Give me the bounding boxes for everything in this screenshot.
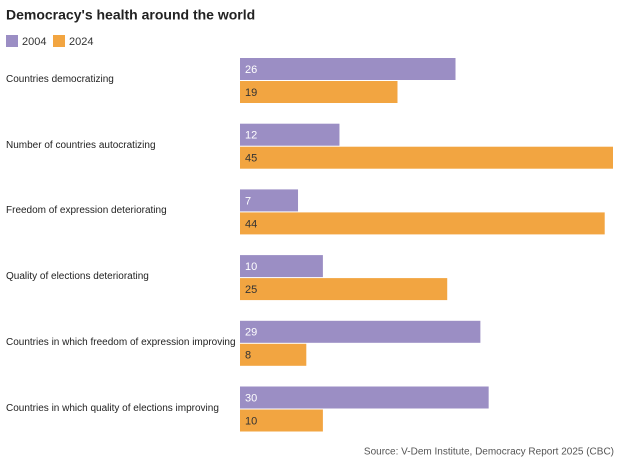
legend-label: 2024: [69, 36, 93, 48]
category-label: Countries democratizing: [6, 74, 114, 85]
value-label: 7: [245, 195, 251, 207]
value-label: 44: [245, 218, 257, 230]
bar: [240, 343, 307, 366]
value-label: 10: [245, 415, 257, 427]
value-label: 8: [245, 350, 251, 362]
category-label: Countries in which freedom of expression…: [6, 336, 236, 348]
bar: [240, 320, 481, 343]
legend-swatch: [6, 35, 18, 47]
bar: [240, 58, 456, 80]
legend-label: 2004: [22, 36, 46, 48]
bar: [240, 255, 323, 278]
bar: [240, 81, 398, 103]
legend-swatch: [53, 35, 65, 47]
value-label: 26: [245, 64, 257, 76]
bar: [240, 386, 489, 409]
category-label: Number of countries autocratizing: [6, 139, 156, 151]
value-label: 19: [245, 87, 257, 99]
category-label: Countries in which quality of elections …: [6, 402, 219, 414]
value-label: 45: [245, 153, 257, 165]
value-label: 12: [245, 130, 257, 142]
value-label: 10: [245, 261, 257, 273]
bar: [240, 189, 299, 212]
bar: [240, 123, 340, 146]
value-label: 29: [245, 327, 257, 339]
bar: [240, 278, 448, 301]
bar: [240, 409, 323, 432]
source: Source: V-Dem Institute, Democracy Repor…: [364, 447, 614, 458]
bar: [240, 212, 605, 235]
value-label: 30: [245, 392, 257, 404]
value-label: 25: [245, 284, 257, 296]
category-label: Freedom of expression deteriorating: [6, 205, 167, 217]
category-label: Quality of elections deteriorating: [6, 271, 149, 283]
bar: [240, 146, 613, 169]
chart-title: Democracy's health around the world: [6, 7, 255, 23]
